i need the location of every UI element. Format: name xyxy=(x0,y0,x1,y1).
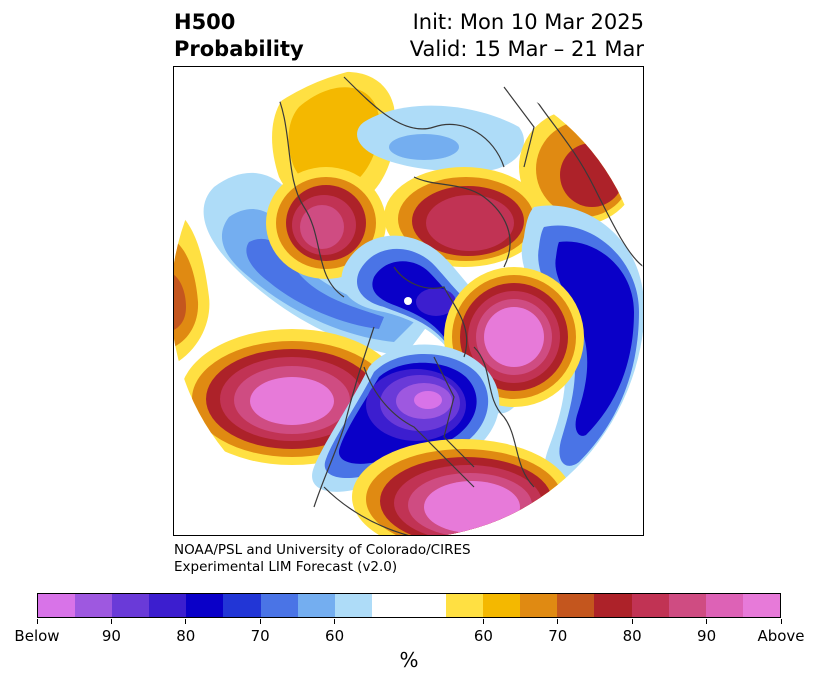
probability-colorbar xyxy=(37,593,781,618)
colorbar-tick-label: Above xyxy=(757,627,805,645)
colorbar-swatch xyxy=(557,594,595,617)
field-blob xyxy=(484,307,544,367)
colorbar-swatch xyxy=(520,594,558,617)
colorbar-swatch xyxy=(631,594,669,617)
map-title-dates: Init: Mon 10 Mar 2025 Valid: 15 Mar – 21… xyxy=(410,9,644,63)
field-blob xyxy=(416,288,456,316)
colorbar-tick-label: 80 xyxy=(176,627,196,645)
init-date-label: Init: Mon 10 Mar 2025 xyxy=(412,10,644,34)
north-pole-marker xyxy=(404,297,412,305)
colorbar-swatch xyxy=(149,594,187,617)
colorbar-swatch xyxy=(186,594,224,617)
colorbar-tick-label: Below xyxy=(14,627,60,645)
map-canvas xyxy=(174,67,643,535)
colorbar-tick xyxy=(185,619,187,624)
colorbar-swatch xyxy=(223,594,261,617)
colorbar-swatch xyxy=(38,594,76,617)
colorbar-tick-label: 70 xyxy=(250,627,270,645)
field-blob xyxy=(560,143,624,207)
probability-map xyxy=(173,66,644,536)
colorbar-tick xyxy=(482,619,484,624)
colorbar-swatch xyxy=(408,594,447,617)
colorbar-tick xyxy=(557,619,559,624)
field-blob xyxy=(250,377,334,425)
field-blob xyxy=(424,481,520,533)
credit-line-1: NOAA/PSL and University of Colorado/CIRE… xyxy=(174,542,471,558)
field-blob xyxy=(414,391,442,409)
field-blob xyxy=(288,87,380,192)
colorbar-tick-label: 90 xyxy=(101,627,121,645)
colorbar-tick xyxy=(780,619,782,624)
colorbar-swatch xyxy=(594,594,632,617)
title-line-h500: H500 xyxy=(174,10,236,34)
colorbar-tick-label: 70 xyxy=(548,627,568,645)
colorbar-tick xyxy=(36,619,38,624)
colorbar-swatch xyxy=(334,594,372,617)
colorbar-unit-label: % xyxy=(399,648,419,672)
title-line-probability: Probability xyxy=(174,37,304,61)
map-credit: NOAA/PSL and University of Colorado/CIRE… xyxy=(174,542,471,576)
field-blob xyxy=(426,195,514,251)
colorbar-swatch xyxy=(371,594,409,617)
colorbar-swatch xyxy=(297,594,335,617)
colorbar-swatch xyxy=(112,594,150,617)
colorbar-swatch xyxy=(446,594,484,617)
colorbar-tick xyxy=(334,619,336,624)
field-blob xyxy=(555,241,634,436)
credit-line-2: Experimental LIM Forecast (v2.0) xyxy=(174,559,398,575)
colorbar-swatch xyxy=(260,594,298,617)
field-blob xyxy=(246,238,384,329)
coastlines xyxy=(273,76,643,535)
colorbar-tick xyxy=(631,619,633,624)
colorbar-tick xyxy=(706,619,708,624)
colorbar-tick-label: 90 xyxy=(697,627,717,645)
field-blob xyxy=(174,272,186,332)
colorbar-tick-label: 80 xyxy=(622,627,642,645)
map-title-variable: H500 Probability xyxy=(174,9,304,63)
colorbar-tick xyxy=(259,619,261,624)
colorbar-swatch xyxy=(483,594,521,617)
valid-date-label: Valid: 15 Mar – 21 Mar xyxy=(409,37,644,61)
probability-field xyxy=(174,67,643,535)
field-blob xyxy=(300,205,344,249)
colorbar-swatch xyxy=(742,594,780,617)
field-blob xyxy=(389,134,459,160)
colorbar-tick xyxy=(110,619,112,624)
colorbar-swatch xyxy=(75,594,113,617)
colorbar-tick-label: 60 xyxy=(473,627,493,645)
colorbar-swatch xyxy=(705,594,743,617)
colorbar-swatch xyxy=(668,594,706,617)
colorbar-tick-label: 60 xyxy=(325,627,345,645)
